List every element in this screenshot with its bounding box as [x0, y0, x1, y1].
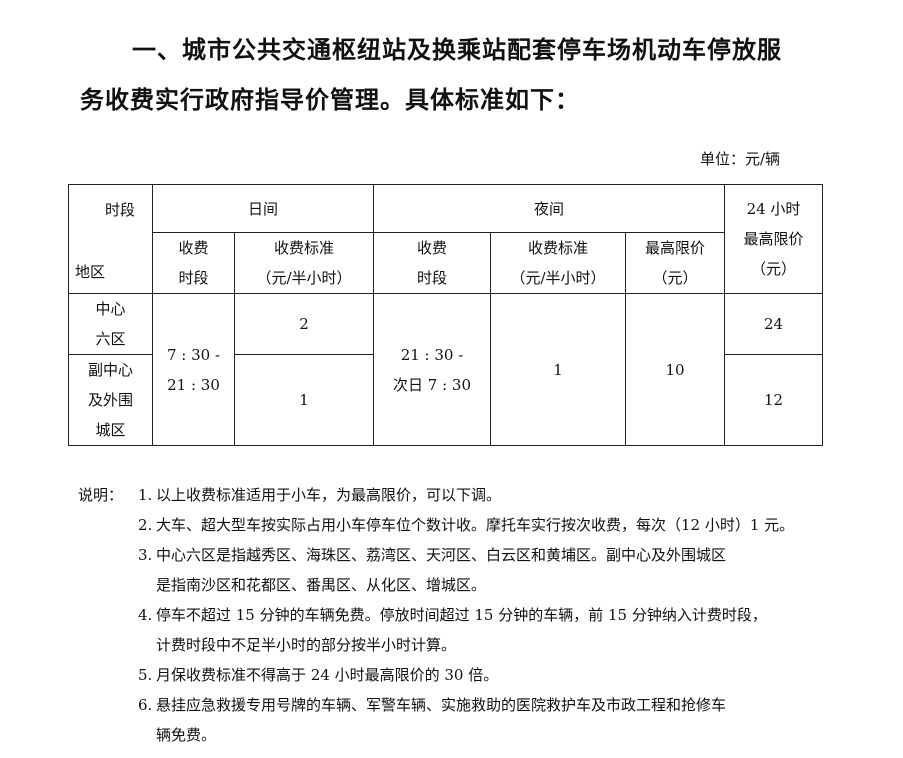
max24-line3: （元） — [750, 260, 796, 278]
day-period-header: 收费 时段 — [152, 232, 235, 294]
day-rate-outer: 1 — [234, 354, 374, 446]
note-num: 1. — [138, 486, 153, 504]
night-time: 21 : 30 - 次日 7 : 30 — [373, 293, 491, 446]
day-time: 7 : 30 - 21 : 30 — [152, 293, 235, 446]
night-rate-header: 收费标准 （元/半小时） — [490, 232, 626, 294]
corner-top: 时段 — [105, 201, 136, 219]
max24-line1: 24 小时 — [746, 200, 801, 218]
h: 收费 — [416, 239, 447, 257]
t: 次日 7 : 30 — [393, 375, 471, 394]
h: 收费标准 — [527, 239, 588, 257]
night-header: 夜间 — [373, 184, 725, 233]
note-text: 以上收费标准适用于小车，为最高限价，可以下调。 — [156, 486, 502, 504]
t: 副中心 — [87, 361, 133, 379]
region-central: 中心 六区 — [68, 293, 153, 355]
t: 中心 — [95, 300, 126, 318]
max24-central: 24 — [724, 293, 823, 355]
parking-fee-table: 时段 地区 日间 夜间 24 小时 最高限价 （元） 收费 时段 收费标准 （元/半… — [68, 184, 823, 446]
night-max-header: 最高限价 （元） — [625, 232, 725, 294]
h: （元/半小时） — [510, 269, 606, 287]
title-line-1: 一、城市公共交通枢纽站及换乘站配套停车场机动车停放服 — [132, 36, 782, 64]
notes-label: 说明： — [78, 486, 124, 504]
h: 时段 — [178, 269, 209, 287]
t: 及外围 — [87, 391, 133, 409]
h: 收费 — [178, 239, 209, 257]
note-text: 中心六区是指越秀区、海珠区、荔湾区、天河区、白云区和黄埔区。副中心及外围城区 — [156, 546, 727, 564]
night-max: 10 — [625, 293, 725, 446]
max24-header: 24 小时 最高限价 （元） — [724, 184, 823, 294]
corner-header: 时段 地区 — [68, 184, 153, 294]
note-text: 悬挂应急救援专用号牌的车辆、军警车辆、实施救助的医院救护车及市政工程和抢修车 — [156, 696, 727, 714]
max24-outer: 12 — [724, 354, 823, 446]
note-num: 2. — [138, 516, 153, 534]
day-rate-central: 2 — [234, 293, 374, 355]
note-num: 5. — [138, 666, 153, 684]
h: 最高限价 — [644, 239, 705, 257]
h: 收费标准 — [273, 239, 334, 257]
night-period-header: 收费 时段 — [373, 232, 491, 294]
note-num: 6. — [138, 696, 153, 714]
note-text: 是指南沙区和花都区、番禺区、从化区、增城区。 — [156, 576, 487, 594]
t: 21 : 30 — [167, 375, 220, 394]
t: 21 : 30 - — [400, 345, 464, 364]
t: 7 : 30 - — [166, 345, 221, 364]
unit-label: 单位：元/辆 — [700, 150, 781, 168]
note-num: 3. — [138, 546, 153, 564]
title-line-2: 务收费实行政府指导价管理。具体标准如下： — [80, 86, 580, 114]
t: 城区 — [95, 421, 126, 439]
corner-bottom: 地区 — [75, 263, 106, 281]
note-text: 停车不超过 15 分钟的车辆免费。停放时间超过 15 分钟的车辆，前 15 分钟… — [156, 606, 767, 624]
h: 时段 — [416, 269, 447, 287]
night-rate: 1 — [490, 293, 626, 446]
note-text: 月保收费标准不得高于 24 小时最高限价的 30 倍。 — [156, 666, 499, 684]
note-num: 4. — [138, 606, 153, 624]
note-text: 大车、超大型车按实际占用小车停车位个数计收。摩托车实行按次收费，每次（12 小时… — [156, 516, 795, 534]
h: （元/半小时） — [256, 269, 352, 287]
note-text: 计费时段中不足半小时的部分按半小时计算。 — [156, 636, 457, 654]
region-outer: 副中心 及外围 城区 — [68, 354, 153, 446]
note-text: 辆免费。 — [156, 726, 217, 744]
day-rate-header: 收费标准 （元/半小时） — [234, 232, 374, 294]
h: （元） — [652, 269, 698, 287]
max24-line2: 最高限价 — [743, 230, 804, 248]
day-header: 日间 — [152, 184, 374, 233]
t: 六区 — [95, 330, 126, 348]
